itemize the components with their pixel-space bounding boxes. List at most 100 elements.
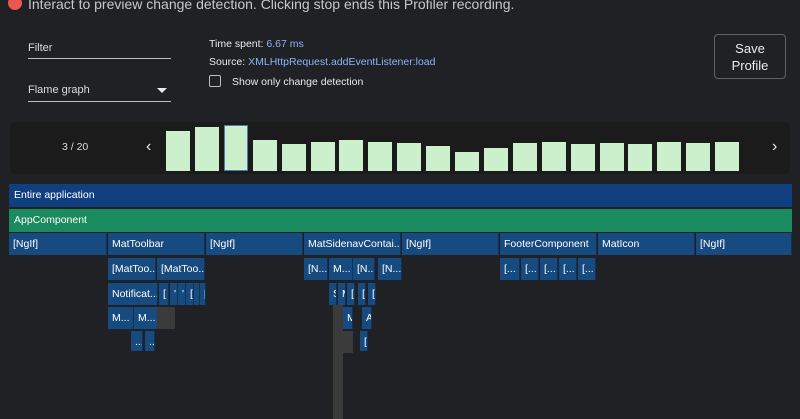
flame-node-label: [N... <box>357 263 375 275</box>
frame-bar[interactable] <box>224 125 248 171</box>
flame-app-node[interactable]: AppComponent <box>9 209 792 232</box>
frame-bar[interactable] <box>311 142 335 171</box>
flame-node[interactable]: [NgIf] <box>402 233 499 255</box>
flame-node-label: M... <box>138 312 156 324</box>
flame-node[interactable]: [... <box>559 258 577 280</box>
flame-node-label: [ <box>190 288 193 300</box>
flame-node-label: [NgIf] <box>700 238 726 250</box>
flame-node[interactable]: [... <box>500 258 520 280</box>
recording-message: Interact to preview change detection. Cl… <box>28 0 515 12</box>
change-detection-checkbox[interactable] <box>209 75 221 87</box>
flame-node[interactable]: S <box>329 283 337 305</box>
flame-node[interactable]: ... <box>145 331 155 351</box>
save-profile-button[interactable]: Save Profile <box>714 34 786 79</box>
source-link[interactable]: XMLHttpRequest.addEventListener:load <box>248 56 436 68</box>
flame-node[interactable]: M... <box>108 307 134 329</box>
flame-node[interactable]: [NgIf] <box>696 233 792 255</box>
flame-node[interactable]: [ <box>347 283 355 305</box>
frame-bar[interactable] <box>628 144 652 171</box>
flame-node-label: [ <box>364 336 367 348</box>
frame-bar[interactable] <box>368 142 392 171</box>
flame-node-label: [ <box>163 288 166 300</box>
frame-counter: 3 / 20 <box>62 141 89 153</box>
flame-filler <box>333 305 343 419</box>
flame-node[interactable]: [MatToo... <box>157 258 205 280</box>
frame-bar[interactable] <box>455 152 479 171</box>
source-info: Source: XMLHttpRequest.addEventListener:… <box>209 56 435 68</box>
flame-node[interactable]: [... <box>578 258 596 280</box>
flame-node[interactable]: ... <box>131 331 143 351</box>
source-label: Source: <box>209 56 246 68</box>
flame-node-label: ... <box>135 336 143 348</box>
flame-filler <box>343 331 353 353</box>
flame-node-label: MatSidenavContai... <box>308 238 401 250</box>
flame-node-label: MatToolbar <box>112 238 164 250</box>
flame-node[interactable]: [NgIf] <box>206 233 303 255</box>
frame-bar[interactable] <box>426 146 450 171</box>
flame-node[interactable]: [ <box>159 283 169 305</box>
frame-bar[interactable] <box>195 127 219 171</box>
flame-node-label: ' <box>174 288 177 300</box>
frame-bar[interactable] <box>166 131 190 171</box>
flame-node[interactable]: MatIcon <box>598 233 695 255</box>
frame-bar[interactable] <box>397 143 421 171</box>
flame-node[interactable]: FooterComponent <box>500 233 597 255</box>
flame-node[interactable]: [ <box>186 283 194 305</box>
flame-node-label: M <box>342 288 345 300</box>
flame-node-label: [MatToo... <box>112 263 156 275</box>
flame-node[interactable]: [ <box>360 331 368 351</box>
flame-node[interactable]: A <box>362 307 372 329</box>
view-select-underline <box>28 101 171 102</box>
flame-node-label: ' <box>182 288 185 300</box>
frame-bar[interactable] <box>253 140 277 171</box>
flame-node-label: [MatToo... <box>161 263 205 275</box>
view-select[interactable]: Flame graph <box>28 80 171 102</box>
flame-node[interactable]: I <box>194 283 200 305</box>
flame-filler <box>157 307 175 329</box>
flame-node[interactable]: [ <box>358 283 366 305</box>
flame-node[interactable]: ' <box>170 283 178 305</box>
flame-node-label: S <box>333 288 336 300</box>
flame-node-label: M... <box>112 312 130 324</box>
flame-node[interactable]: [NgIf] <box>9 233 107 255</box>
flame-node[interactable]: [ <box>200 283 206 305</box>
frame-bar[interactable] <box>282 144 306 171</box>
flame-node[interactable]: MatSidenavContai... <box>304 233 401 255</box>
flame-node[interactable]: ' <box>178 283 186 305</box>
flame-node[interactable]: [N... <box>353 258 375 280</box>
flame-node-label: [NgIf] <box>210 238 236 250</box>
frame-bar[interactable] <box>600 143 624 171</box>
frame-bar[interactable] <box>657 142 681 171</box>
flame-node-label: ... <box>149 336 155 348</box>
flame-node-label: [ <box>362 288 365 300</box>
chevron-right-icon[interactable]: › <box>772 138 778 155</box>
frame-bar[interactable] <box>513 143 537 171</box>
chevron-left-icon[interactable]: ‹ <box>146 138 152 155</box>
flame-node-label: M <box>347 312 352 324</box>
flame-root-node[interactable]: Entire application <box>9 184 792 207</box>
filter-input[interactable] <box>28 58 171 59</box>
flame-node[interactable]: [... <box>521 258 539 280</box>
flame-node[interactable]: M <box>338 283 346 305</box>
flame-node-label: [... <box>544 263 556 275</box>
flame-node[interactable]: [N... <box>378 258 402 280</box>
frame-bar[interactable] <box>715 142 739 171</box>
flame-node-label: A <box>366 312 371 324</box>
flame-node[interactable]: [N... <box>304 258 328 280</box>
time-spent: Time spent: 6.67 ms <box>209 38 304 50</box>
frame-bar[interactable] <box>339 140 363 171</box>
flame-node-label: [ <box>372 288 375 300</box>
flame-node[interactable]: [... <box>540 258 558 280</box>
frame-bar[interactable] <box>571 144 595 171</box>
flame-node[interactable]: [MatToo... <box>108 258 156 280</box>
recording-indicator-icon <box>8 0 22 10</box>
flame-node[interactable]: [ <box>368 283 376 305</box>
flame-node[interactable]: M <box>343 307 353 329</box>
frame-bar[interactable] <box>484 148 508 171</box>
flame-node[interactable]: MatToolbar <box>108 233 205 255</box>
flame-node[interactable]: M... <box>329 258 353 280</box>
flame-node[interactable]: Notificat... <box>108 283 158 305</box>
flame-node-label: I <box>198 288 199 300</box>
frame-bar[interactable] <box>542 142 566 171</box>
frame-bar[interactable] <box>686 143 710 171</box>
